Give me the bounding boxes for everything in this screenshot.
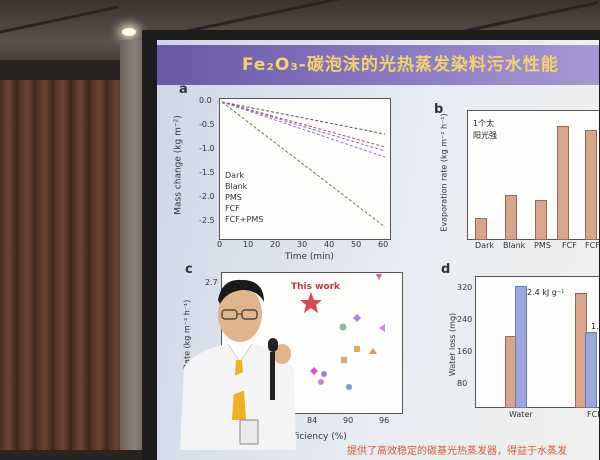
curtain [0, 80, 140, 450]
panel-a-ytick: -0.5 [199, 120, 215, 129]
panel-c-points [300, 274, 385, 390]
legend-item: Blank [225, 182, 248, 191]
panel-b-note: 1个太 [473, 119, 495, 128]
panel-a-xtick: 20 [270, 240, 281, 249]
panel-d-ytick: 320 [457, 283, 473, 292]
panel-b-bar [535, 200, 547, 240]
panel-a-xtick: 60 [378, 240, 389, 249]
panel-a-xtick: 0 [217, 240, 223, 249]
panel-d-xtick: FCF [587, 410, 600, 419]
legend-item: FCF+PMS [225, 215, 264, 224]
panel-b-bar [557, 126, 569, 240]
panel-d-ytick: 80 [457, 379, 468, 388]
panel-d-bar [515, 286, 527, 408]
panel-a-ytick: -1.0 [199, 144, 215, 153]
panel-a-xtick: 10 [243, 240, 254, 249]
panel-b-xtick: FCF [562, 241, 577, 250]
panel-c-xtick: 90 [343, 416, 354, 425]
panel-b-xtick: PMS [534, 241, 551, 250]
legend-item: Dark [225, 171, 244, 180]
panel-d-annotation: 2.4 kJ g⁻¹ [527, 288, 565, 297]
panel-d-ylabel: Water loss (mg) [448, 312, 458, 377]
panel-a-ytick: -2.0 [199, 192, 215, 201]
panel-c-xtick: 84 [307, 416, 318, 425]
panel-b-letter: b [434, 102, 444, 117]
panel-d-letter: d [441, 262, 451, 277]
this-work-label: This work [291, 282, 341, 292]
panel-d-bar [585, 332, 597, 408]
panel-a-ylabel: Mass change (kg m⁻²) [173, 115, 184, 215]
panel-a-ytick: -2.5 [199, 216, 215, 225]
slide-title: Fe₂O₃-碳泡沫的光热蒸发染料污水性能 [242, 55, 559, 75]
projector-screen: Fe₂O₃-碳泡沫的光热蒸发染料污水性能 a Mass change (kg m… [157, 40, 600, 460]
panel-b-xtick: Dark [475, 241, 494, 250]
presenter [180, 279, 296, 450]
panel-a-plot [219, 98, 391, 240]
panel-d-annotation: 1.5 [591, 322, 600, 331]
panel-a-legend: Dark Blank PMS FCF FCF+PMS [225, 170, 263, 225]
legend-item: PMS [225, 193, 242, 202]
panel-b-ylabel: Evaporation rate (kg m⁻² h⁻¹) [439, 113, 449, 232]
panel-a-xtick: 40 [324, 240, 335, 249]
panel-d-ytick: 240 [457, 315, 473, 324]
panel-a-ytick: -1.5 [199, 168, 215, 177]
slide-title-bar [157, 45, 600, 85]
panel-a-ytick: 0.0 [199, 96, 212, 105]
panel-d-xtick: Water [509, 410, 533, 419]
panel-b-xtick: Blank [503, 241, 526, 250]
panel-a-xtick: 50 [351, 240, 362, 249]
panel-b-bar [475, 218, 487, 240]
panel-b-bar [505, 195, 517, 240]
panel-c-xlabel: Efficiency (%) [285, 432, 347, 442]
panel-a-xtick: 30 [297, 240, 308, 249]
panel-a-lines [221, 101, 386, 228]
panel-a-xlabel: Time (min) [285, 252, 334, 262]
panel-b-note: 阳光强 [473, 131, 497, 140]
panel-c-ytick: 2.7 [205, 278, 218, 287]
panel-b-plot [467, 110, 600, 240]
panel-b-xtick: FCF+ [585, 241, 600, 250]
panel-a-letter: a [179, 82, 188, 97]
legend-item: FCF [225, 204, 240, 213]
panel-c-letter: c [185, 262, 193, 277]
panel-d-ytick: 160 [457, 347, 473, 356]
panel-c-xtick: 96 [379, 416, 390, 425]
ceiling-light-1 [122, 28, 136, 36]
panel-b-bar [585, 130, 597, 240]
